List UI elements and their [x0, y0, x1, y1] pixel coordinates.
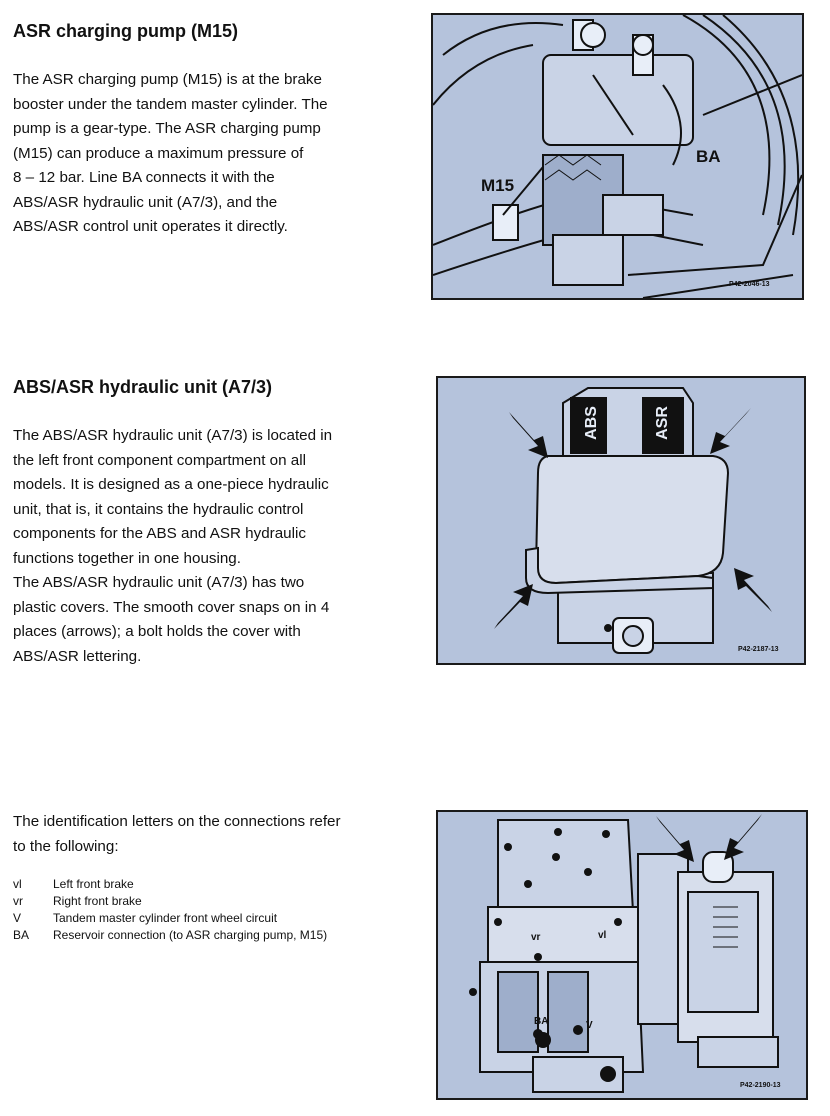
legend-abbr: vr [13, 894, 23, 908]
callout-m15: M15 [481, 176, 515, 195]
hydraulic-unit-figure: ABS ASR P42-2187-13 [436, 376, 806, 665]
asr-pump-illustration [433, 15, 802, 298]
text-line: booster under the tandem master cylinder… [13, 95, 328, 113]
connections-figure: vr vl BA V P42-2190-13 [436, 810, 808, 1100]
cover-lettering-abs: ABS [582, 406, 600, 440]
hydraulic-unit-description: The ABS/ASR hydraulic unit (A7/3) is loc… [13, 424, 398, 669]
legend-abbr: vl [13, 877, 22, 891]
text-line: (M15) can produce a maximum pressure of [13, 144, 304, 162]
text-line: The ABS/ASR hydraulic unit (A7/3) has tw… [13, 574, 305, 591]
text-line: plastic covers. The smooth cover snaps o… [13, 598, 330, 616]
text-line: unit, that is, it contains the hydraulic… [13, 500, 304, 518]
legend-text: Left front brake [53, 877, 134, 891]
connections-intro: The identification letters on the connec… [13, 810, 398, 859]
legend-item: vl Left front brake [13, 876, 327, 893]
asr-pump-figure: M15 BA P42-2046-13 [431, 13, 804, 300]
text-line: the left front component compartment on … [13, 451, 306, 469]
figure-code: P42-2046-13 [729, 281, 770, 288]
figure-code: P42-2187-13 [738, 646, 779, 653]
legend-item: BA Reservoir connection (to ASR charging … [13, 927, 327, 944]
text-line: pump is a gear-type. The ASR charging pu… [13, 120, 321, 137]
legend-text: Right front brake [53, 894, 142, 908]
connection-label-v: V [586, 1020, 593, 1031]
text-line: 8 – 12 bar. Line BA connects it with the [13, 169, 275, 186]
text-line: functions together in one housing. [13, 549, 241, 567]
section-heading-asr-pump: ASR charging pump (M15) [13, 21, 239, 41]
connections-illustration [469, 814, 779, 1093]
legend-abbr: BA [13, 928, 30, 942]
legend-item: V Tandem master cylinder front wheel circ… [13, 910, 327, 927]
text-line: ABS/ASR hydraulic unit (A7/3), and the [13, 193, 278, 211]
connection-label-vl: vl [598, 930, 607, 941]
text-line: components for the ABS and ASR hydraulic [13, 525, 306, 542]
text-line: The identification letters on the connec… [13, 813, 341, 830]
callout-ba: BA [696, 147, 721, 166]
text-line: to the following: [13, 837, 119, 855]
figure-code: P42-2190-13 [740, 1082, 781, 1089]
asr-pump-description: The ASR charging pump (M15) is at the br… [13, 68, 398, 240]
connection-legend: vl Left front brake vr Right front brake V… [13, 876, 327, 944]
legend-item: vr Right front brake [13, 893, 327, 910]
text-line: ABS/ASR control unit operates it directl… [13, 218, 288, 235]
connection-label-vr: vr [531, 932, 541, 943]
cover-lettering-asr: ASR [653, 406, 671, 440]
text-line: models. It is designed as a one-piece hy… [13, 476, 329, 493]
text-line: The ABS/ASR hydraulic unit (A7/3) is loc… [13, 427, 333, 444]
legend-text: Tandem master cylinder front wheel circu… [53, 911, 278, 925]
hydraulic-unit-illustration [494, 387, 772, 654]
text-line: ABS/ASR lettering. [13, 647, 142, 665]
text-line: places (arrows); a bolt holds the cover … [13, 623, 301, 640]
section-heading-hydraulic-unit: ABS/ASR hydraulic unit (A7/3) [13, 377, 273, 397]
legend-abbr: V [13, 911, 22, 925]
connection-label-ba: BA [534, 1016, 549, 1027]
legend-text: Reservoir connection (to ASR charging pu… [53, 928, 328, 942]
text-line: The ASR charging pump (M15) is at the br… [13, 71, 322, 88]
